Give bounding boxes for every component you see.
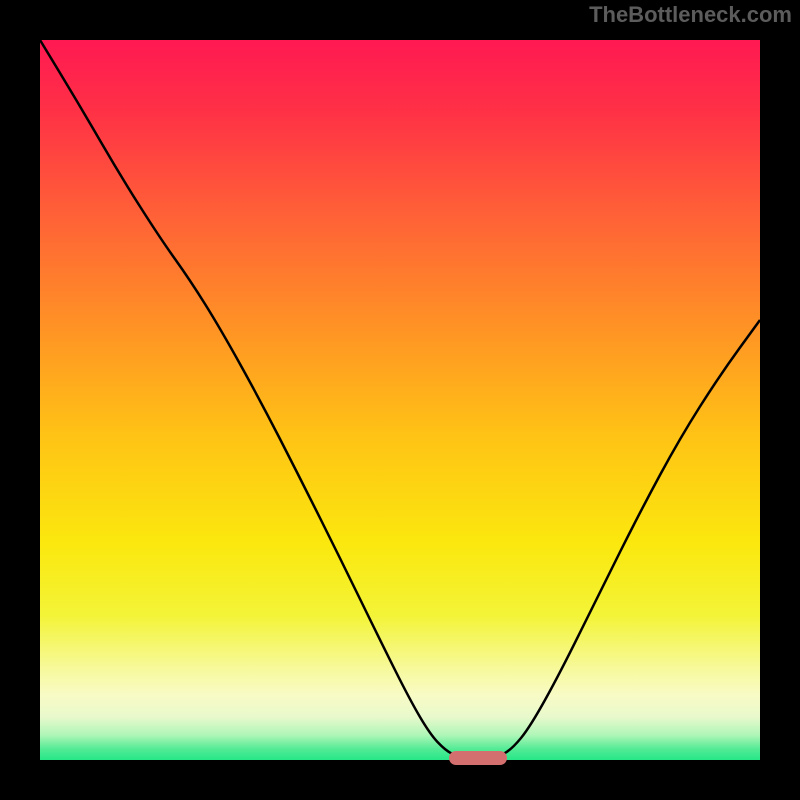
bottleneck-chart xyxy=(0,0,800,800)
optimal-marker xyxy=(449,751,507,765)
chart-container: TheBottleneck.com xyxy=(0,0,800,800)
watermark-text: TheBottleneck.com xyxy=(589,2,792,28)
plot-background xyxy=(40,40,760,760)
